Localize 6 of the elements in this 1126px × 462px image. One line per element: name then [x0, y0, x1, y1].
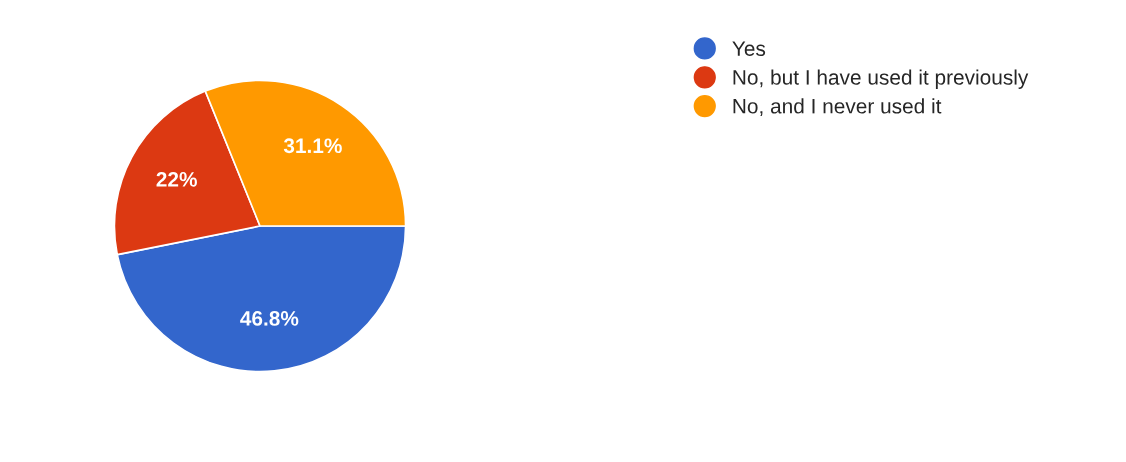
legend-label: No, but I have used it previously: [733, 69, 1029, 89]
legend-label: No, and I never used it: [733, 98, 942, 117]
data-label: 22%: [156, 171, 197, 187]
data-label: 46.8%: [240, 311, 299, 326]
legend-label: Yes: [732, 41, 766, 56]
data-label: 31.1%: [283, 138, 342, 154]
